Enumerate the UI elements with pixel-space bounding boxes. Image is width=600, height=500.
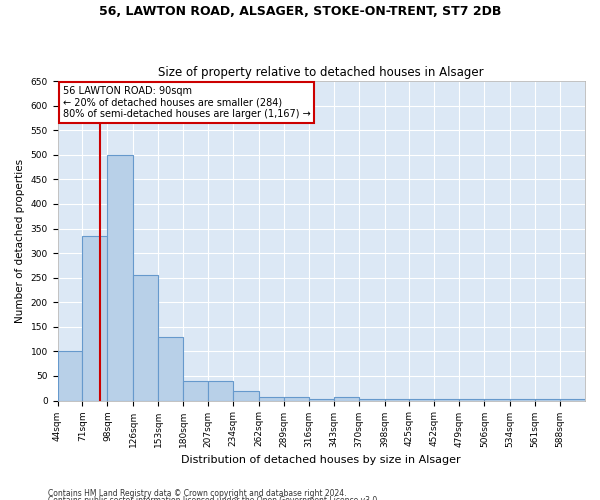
Bar	[133, 275, 158, 400]
Bar	[334, 396, 359, 400]
Bar	[309, 399, 334, 400]
Bar	[208, 381, 233, 400]
Bar	[82, 236, 107, 400]
Text: 56, LAWTON ROAD, ALSAGER, STOKE-ON-TRENT, ST7 2DB: 56, LAWTON ROAD, ALSAGER, STOKE-ON-TRENT…	[99, 5, 501, 18]
Bar	[158, 336, 183, 400]
Bar	[58, 352, 82, 401]
Bar	[510, 399, 535, 400]
Bar	[560, 399, 585, 400]
Bar	[284, 396, 309, 400]
X-axis label: Distribution of detached houses by size in Alsager: Distribution of detached houses by size …	[181, 455, 461, 465]
Text: 56 LAWTON ROAD: 90sqm
← 20% of detached houses are smaller (284)
80% of semi-det: 56 LAWTON ROAD: 90sqm ← 20% of detached …	[63, 86, 311, 119]
Bar	[434, 399, 460, 400]
Bar	[359, 399, 385, 400]
Bar	[484, 399, 510, 400]
Bar	[535, 399, 560, 400]
Text: Contains HM Land Registry data © Crown copyright and database right 2024.: Contains HM Land Registry data © Crown c…	[48, 488, 347, 498]
Bar	[259, 396, 284, 400]
Bar	[385, 399, 409, 400]
Y-axis label: Number of detached properties: Number of detached properties	[15, 159, 25, 323]
Title: Size of property relative to detached houses in Alsager: Size of property relative to detached ho…	[158, 66, 484, 78]
Text: Contains public sector information licensed under the Open Government Licence v3: Contains public sector information licen…	[48, 496, 380, 500]
Bar	[233, 390, 259, 400]
Bar	[183, 381, 208, 400]
Bar	[409, 399, 434, 400]
Bar	[107, 155, 133, 400]
Bar	[460, 399, 484, 400]
